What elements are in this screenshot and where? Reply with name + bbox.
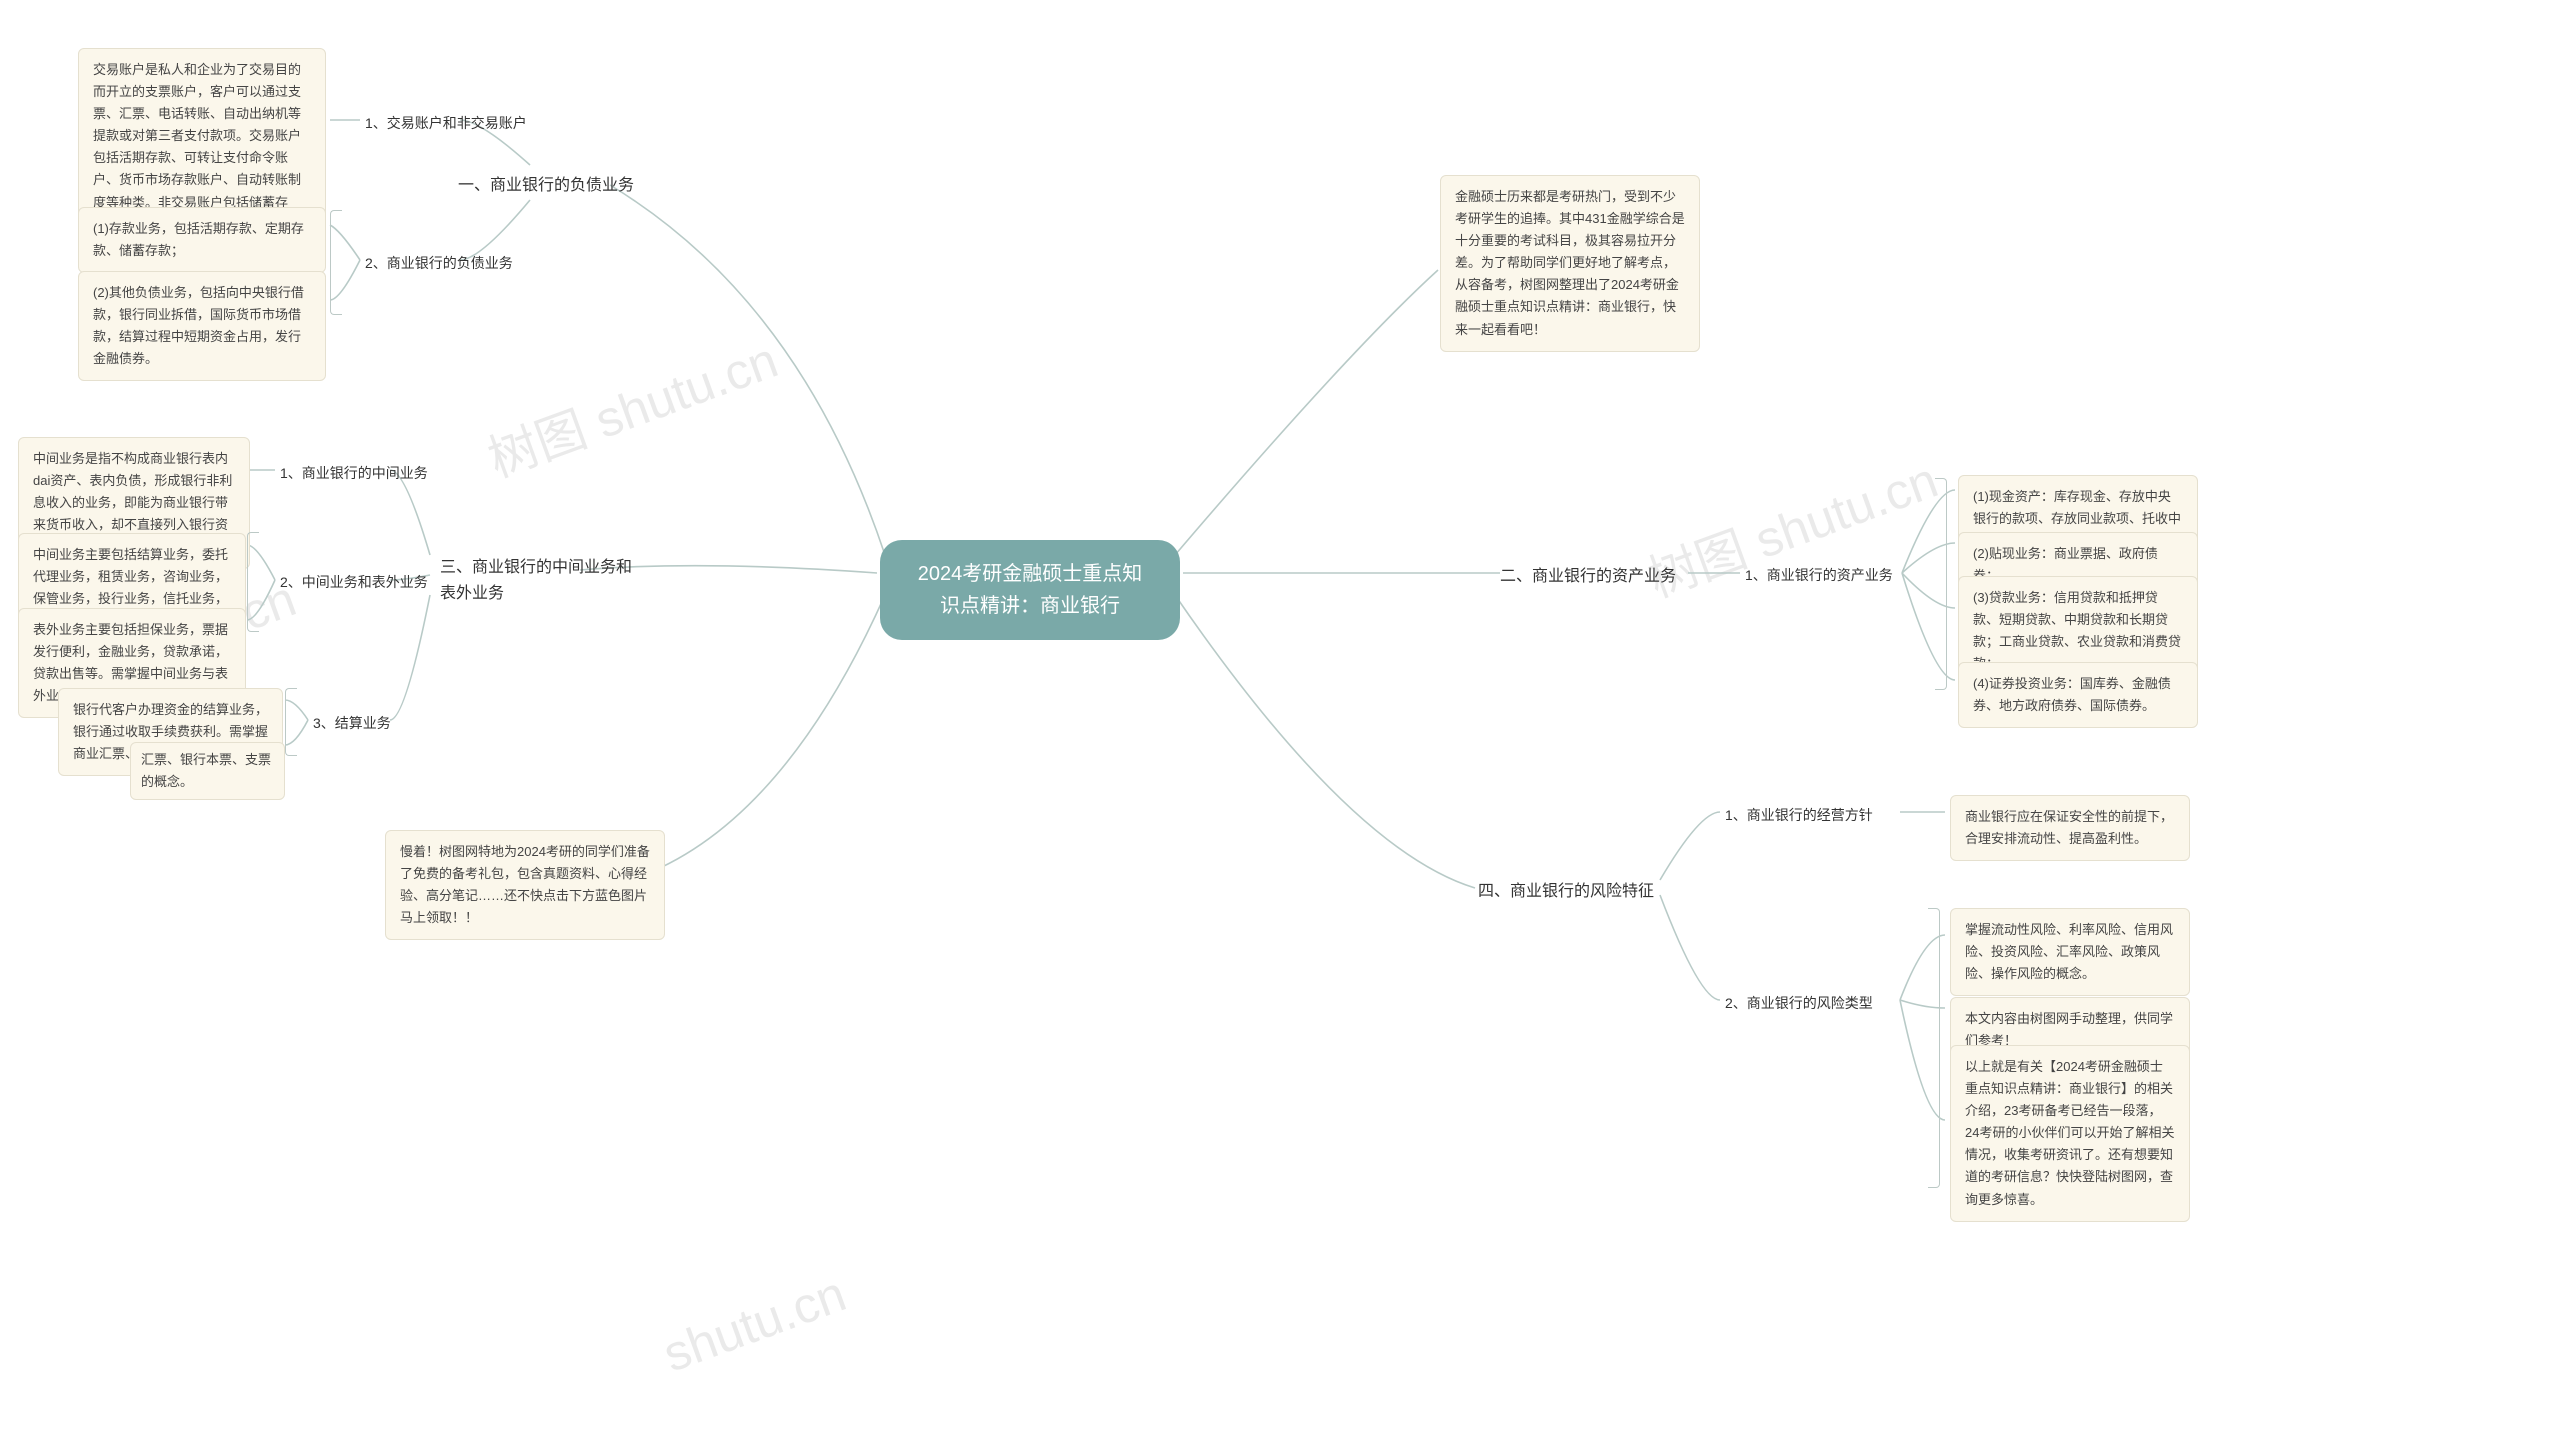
promo-leaf: 慢着！树图网特地为2024考研的同学们准备了免费的备考礼包，包含真题资料、心得经… [385, 830, 665, 940]
section1-title[interactable]: 一、商业银行的负债业务 [458, 173, 634, 199]
intro-leaf: 金融硕士历来都是考研热门，受到不少考研学生的追捧。其中431金融学综合是十分重要… [1440, 175, 1700, 352]
section2-sub1-leaf4: (4)证券投资业务：国库券、金融债券、地方政府债券、国际债券。 [1958, 662, 2198, 728]
section3-sub2-label[interactable]: 2、中间业务和表外业务 [280, 571, 428, 593]
bracket-r [1935, 478, 1947, 690]
center-title-line1: 2024考研金融硕士重点知 [914, 558, 1146, 590]
section1-sub2-leaf2: (2)其他负债业务，包括向中央银行借款，银行同业拆借，国际货币市场借款，结算过程… [78, 271, 326, 381]
section3-title[interactable]: 三、商业银行的中间业务和表外业务 [440, 555, 640, 606]
section4-sub1-label[interactable]: 1、商业银行的经营方针 [1725, 804, 1873, 826]
bracket [247, 532, 259, 632]
section4-sub2-label[interactable]: 2、商业银行的风险类型 [1725, 992, 1873, 1014]
section4-sub2-leaf1: 掌握流动性风险、利率风险、信用风险、投资风险、汇率风险、政策风险、操作风险的概念… [1950, 908, 2190, 996]
section1-sub2-leaf1: (1)存款业务，包括活期存款、定期存款、储蓄存款； [78, 207, 326, 273]
watermark: shutu.cn [656, 1264, 853, 1383]
watermark: 树图 shutu.cn [477, 320, 786, 491]
center-node[interactable]: 2024考研金融硕士重点知 识点精讲：商业银行 [880, 540, 1180, 640]
section3-sub3-leaf2: 汇票、银行本票、支票的概念。 [130, 742, 285, 800]
section1-sub2-label[interactable]: 2、商业银行的负债业务 [365, 252, 513, 274]
section1-sub1-label[interactable]: 1、交易账户和非交易账户 [365, 112, 527, 134]
center-title-line2: 识点精讲：商业银行 [914, 590, 1146, 622]
bracket [330, 210, 342, 315]
section3-sub1-label[interactable]: 1、商业银行的中间业务 [280, 462, 428, 484]
section4-sub1-leaf: 商业银行应在保证安全性的前提下，合理安排流动性、提高盈利性。 [1950, 795, 2190, 861]
section4-sub2-leaf3: 以上就是有关【2024考研金融硕士重点知识点精讲：商业银行】的相关介绍，23考研… [1950, 1045, 2190, 1222]
section2-sub1-label[interactable]: 1、商业银行的资产业务 [1745, 564, 1893, 586]
section4-title[interactable]: 四、商业银行的风险特征 [1478, 879, 1654, 905]
bracket-r [1928, 908, 1940, 1188]
bracket [285, 688, 297, 756]
section2-title[interactable]: 二、商业银行的资产业务 [1500, 564, 1676, 590]
section3-sub3-label[interactable]: 3、结算业务 [313, 712, 391, 734]
